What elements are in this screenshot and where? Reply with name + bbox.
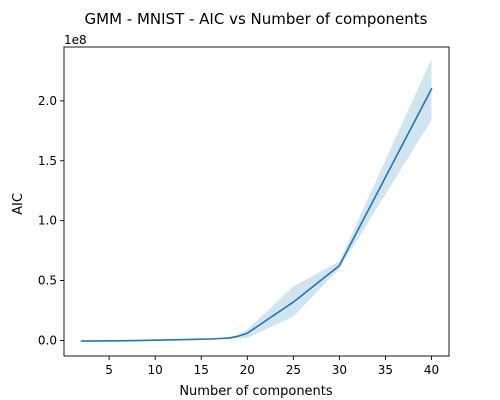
x-tick-label-15: 15 (194, 363, 209, 377)
axes-frame (63, 46, 450, 357)
x-axis-label: Number of components (179, 384, 333, 399)
x-tick-label-30: 30 (332, 363, 347, 377)
y-axis-label: AIC (11, 193, 26, 215)
x-tick-label-40: 40 (424, 363, 439, 377)
y-tick-label-1: 0.5 (38, 274, 57, 288)
x-tick-label-35: 35 (378, 363, 393, 377)
x-tick-label-10: 10 (148, 363, 163, 377)
confidence-band-0 (81, 58, 432, 342)
y-tick-label-0: 0.0 (38, 333, 57, 347)
x-tick-label-25: 25 (286, 363, 301, 377)
y-tick-label-2: 1.0 (38, 214, 57, 228)
series-line-0 (80, 87, 433, 342)
y-tick-label-3: 1.5 (38, 154, 57, 168)
y-offset-label: 1e8 (64, 33, 87, 47)
x-tick-label-20: 20 (240, 363, 255, 377)
x-tick-label-5: 5 (105, 363, 113, 377)
plot-area (80, 58, 433, 342)
chart-title: GMM - MNIST - AIC vs Number of component… (85, 10, 428, 28)
y-tick-label-4: 2.0 (38, 94, 57, 108)
axes: 5 10 15 20 25 30 35 40 0.0 0.5 1.0 1.5 2.0 (38, 46, 450, 377)
